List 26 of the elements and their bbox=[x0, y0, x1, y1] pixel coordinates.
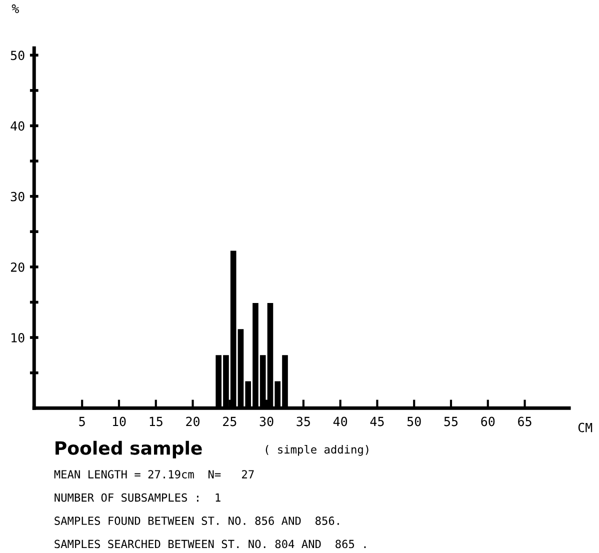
text: NUMBER OF SUBSAMPLES : 1 bbox=[54, 493, 220, 502]
y-tick-label: 50 bbox=[10, 50, 24, 60]
y-tick-label: 40 bbox=[10, 121, 24, 131]
y-axis-title: % bbox=[12, 4, 19, 14]
y-tick-label: 30 bbox=[10, 192, 24, 202]
text: ( simple adding) bbox=[266, 444, 368, 456]
x-tick-label: 35 bbox=[296, 416, 310, 426]
x-tick-label: 40 bbox=[333, 416, 348, 426]
x-tick-label: 45 bbox=[370, 416, 384, 426]
x-tick-label: 10 bbox=[112, 416, 126, 426]
x-tick-label: 65 bbox=[518, 416, 532, 426]
text: SAMPLES FOUND BETWEEN ST. NO. 856 AND 856. bbox=[54, 516, 339, 525]
text: Pooled sample bbox=[56, 440, 202, 458]
x-tick-label: 55 bbox=[444, 416, 458, 426]
x-tick-label: 25 bbox=[223, 416, 236, 426]
x-tick-label: 20 bbox=[186, 416, 200, 426]
text: SAMPLES SEARCHED BETWEEN ST. NO. 804 AND 865 . bbox=[54, 540, 366, 548]
x-axis-title: CM bbox=[578, 422, 592, 432]
x-tick-label: 5 bbox=[79, 416, 85, 426]
x-tick-label: 15 bbox=[150, 416, 162, 426]
text: MEAN LENGTH = 27.19cm N= 27 bbox=[54, 470, 254, 479]
x-tick-label: 50 bbox=[407, 416, 421, 426]
x-tick-label: 60 bbox=[481, 416, 495, 426]
y-tick-label: 20 bbox=[10, 262, 24, 272]
x-tick-label: 30 bbox=[260, 416, 274, 426]
y-tick-label: 10 bbox=[12, 333, 24, 342]
